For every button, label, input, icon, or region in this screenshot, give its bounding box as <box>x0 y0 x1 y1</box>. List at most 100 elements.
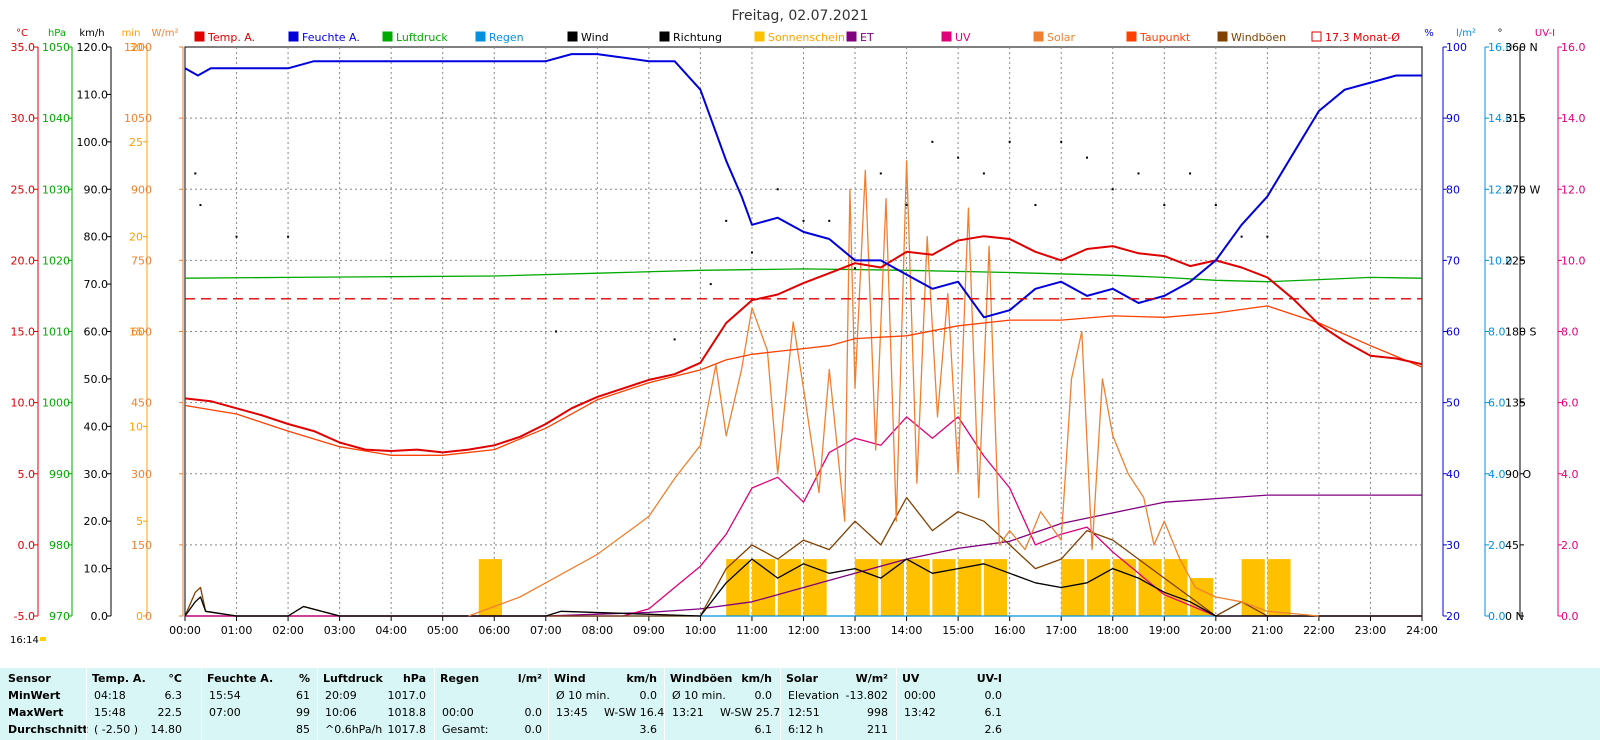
direction-point-25 <box>1189 172 1192 175</box>
time-tick-1: 01:00 <box>221 624 253 637</box>
stats-pressure-label-1: 10:06 <box>325 706 357 719</box>
legend-label-10: Taupunkt <box>1139 31 1191 44</box>
direction-axis-tick-5: 135 <box>1505 397 1526 410</box>
humidity-axis-unit: % <box>1424 28 1434 39</box>
legend-swatch-12 <box>1311 31 1322 42</box>
sunshine-bar-4 <box>803 559 827 616</box>
sunshine-bar-2 <box>751 559 776 616</box>
legend-swatch-9 <box>1033 31 1044 42</box>
time-tick-13: 13:00 <box>839 624 871 637</box>
rain-axis-tick-6: 4.0 <box>1488 468 1506 481</box>
stats-uv-value-0: 0.0 <box>984 689 1003 702</box>
solar-axis-tick-6: 300 <box>131 468 152 481</box>
direction-point-12 <box>854 267 857 270</box>
wind-axis-tick-5: 70.0 <box>84 278 109 291</box>
legend-swatch-4 <box>567 31 578 42</box>
sunshine-bar-5 <box>855 559 879 616</box>
humidity-axis-tick-0: 100 <box>1446 41 1467 54</box>
legend-label-5: Richtung <box>673 31 722 44</box>
uvi-axis-tick-6: 4.0 <box>1561 468 1579 481</box>
humidity-axis-tick-8: 20 <box>1446 610 1460 623</box>
stats-temp-label-0: 04:18 <box>94 689 126 702</box>
solar-axis-tick-3: 750 <box>131 254 152 267</box>
stats-uv-title: UV <box>902 672 920 685</box>
uvi-axis-unit: UV-I <box>1535 28 1555 39</box>
stats-wind-value-0: 0.0 <box>639 689 658 702</box>
direction-point-28 <box>1266 235 1269 238</box>
uvi-axis-tick-0: 16.0 <box>1561 41 1586 54</box>
stats-temp-value-0: 6.3 <box>164 689 183 702</box>
legend-label-11: Windböen <box>1231 31 1286 44</box>
solar-axis-unit: W/m² <box>151 28 178 39</box>
sunshine-bar-14 <box>1138 559 1162 616</box>
direction-point-19 <box>1034 204 1037 207</box>
series-feuchte-a--line <box>184 53 1422 319</box>
sunshine-bar-17 <box>1241 559 1265 616</box>
direction-point-14 <box>905 204 908 207</box>
stats-uv-separator <box>896 668 897 740</box>
time-tick-0: 00:00 <box>169 624 201 637</box>
stats-pressure-label-2: ^0.6hPa/h <box>325 723 383 736</box>
uvi-axis-tick-4: 8.0 <box>1561 326 1579 339</box>
stats-uv-unit: UV-I <box>976 672 1002 685</box>
time-tick-19: 19:00 <box>1148 624 1180 637</box>
time-tick-17: 17:00 <box>1045 624 1077 637</box>
stats-solar-separator <box>780 668 781 740</box>
direction-point-27 <box>1240 235 1243 238</box>
sunshine-bar-6 <box>880 559 905 616</box>
uvi-axis-tick-5: 6.0 <box>1561 397 1579 410</box>
time-tick-15: 15:00 <box>942 624 974 637</box>
wind-axis-tick-12: 0.0 <box>91 610 109 623</box>
stats-solar-label-0: Elevation <box>788 689 840 702</box>
direction-axis-unit: ° <box>1498 28 1503 39</box>
stats-solar-label-1: 12:51 <box>788 706 820 719</box>
stats-pressure-value-2: 1017.8 <box>387 723 427 736</box>
temp-axis-tick-5: 10.0 <box>11 397 36 410</box>
uvi-axis-tick-3: 10.0 <box>1561 254 1586 267</box>
stats-temp-label-1: 15:48 <box>94 706 126 719</box>
direction-point-21 <box>1085 156 1088 159</box>
sunshine-bar-13 <box>1112 559 1136 616</box>
time-tick-14: 14:00 <box>891 624 923 637</box>
stats-pressure-value-1: 1018.8 <box>387 706 427 719</box>
legend-label-8: UV <box>955 31 971 44</box>
stats-gust-value-2: 6.1 <box>754 723 773 736</box>
temp-axis-tick-0: 35.0 <box>11 41 36 54</box>
stats-rain-label-1: 00:00 <box>442 706 474 719</box>
sunshine-bar-9 <box>958 559 982 616</box>
stats-wind-separator <box>548 668 549 740</box>
sunshine-bar-12 <box>1086 559 1111 616</box>
sunshine-bar-11 <box>1061 559 1085 616</box>
stats-wind-title: Wind <box>554 672 586 685</box>
direction-point-7 <box>725 219 728 222</box>
wind-axis-tick-4: 80.0 <box>84 231 109 244</box>
time-tick-16: 16:00 <box>994 624 1026 637</box>
legend-label-0: Temp. A. <box>207 31 255 44</box>
series-wind-line <box>184 558 1422 617</box>
humidity-axis-tick-6: 40 <box>1446 468 1460 481</box>
stats-row-avg: Durchschnitt <box>8 723 88 736</box>
time-tick-5: 05:00 <box>427 624 459 637</box>
legend-swatch-2 <box>382 31 393 42</box>
direction-point-6 <box>709 283 712 286</box>
stats-temp-value-2: 14.80 <box>150 723 183 736</box>
solar-axis-tick-8: 0 <box>145 610 152 623</box>
stats-humidity-separator <box>201 668 202 740</box>
stats-pressure-separator <box>317 668 318 740</box>
time-tick-6: 06:00 <box>478 624 510 637</box>
sunshine-bar-10 <box>983 559 1008 616</box>
sunshine-bar-7 <box>906 559 930 616</box>
temp-axis-tick-6: 5.0 <box>18 468 36 481</box>
stats-temp-value-1: 22.5 <box>157 706 183 719</box>
series-taupunkt-line <box>184 305 1423 456</box>
stats-humidity-label-1: 07:00 <box>209 706 241 719</box>
solar-axis-tick-5: 450 <box>131 397 152 410</box>
sunshine-bar-1 <box>726 559 750 616</box>
stats-gust-value-1: W-SW 25.7 <box>720 706 781 719</box>
wind-axis-tick-7: 50.0 <box>84 373 109 386</box>
stats-pressure-label-0: 20:09 <box>325 689 357 702</box>
pressure-axis-tick-2: 1030 <box>42 183 70 196</box>
legend-label-3: Regen <box>489 31 524 44</box>
series-solar-line <box>468 160 1319 617</box>
solar-axis-tick-7: 150 <box>131 539 152 552</box>
